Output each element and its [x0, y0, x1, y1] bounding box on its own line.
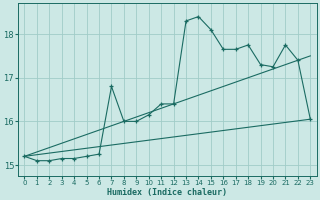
- X-axis label: Humidex (Indice chaleur): Humidex (Indice chaleur): [108, 188, 228, 197]
